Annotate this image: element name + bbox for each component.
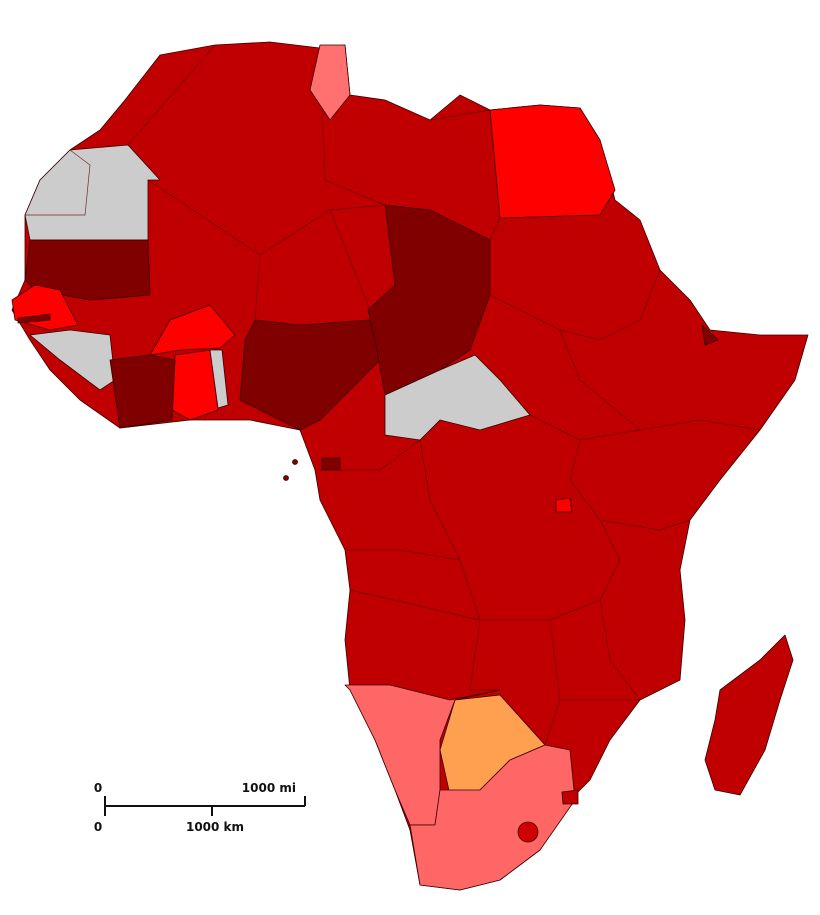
continent	[11, 41, 809, 891]
togo	[209, 349, 229, 409]
scale-bar: 0 1000 mi 0 1000 km	[94, 781, 306, 834]
island	[292, 459, 298, 465]
south-africa	[409, 744, 576, 891]
burkina	[149, 304, 236, 356]
scale-label: 0	[94, 820, 102, 834]
border-ws	[25, 149, 91, 216]
scale-label: 0	[94, 781, 102, 795]
rwanda	[555, 497, 573, 513]
car	[384, 354, 531, 441]
gambia	[17, 313, 51, 324]
eswatini	[561, 789, 579, 805]
scale-label: 1000 mi	[242, 781, 296, 795]
nigeria	[239, 319, 381, 431]
eq-guinea	[321, 457, 341, 471]
ivory-coast	[109, 354, 176, 429]
madagascar	[704, 634, 794, 796]
island	[283, 475, 289, 481]
western-sahara-mauritania	[24, 144, 161, 241]
egypt	[489, 104, 616, 219]
mali-region	[24, 239, 151, 301]
lesotho	[517, 821, 539, 843]
scale-label: 1000 km	[186, 820, 244, 834]
mainland	[11, 41, 809, 891]
tunisia	[309, 44, 351, 121]
eritrea-tip	[701, 324, 719, 346]
